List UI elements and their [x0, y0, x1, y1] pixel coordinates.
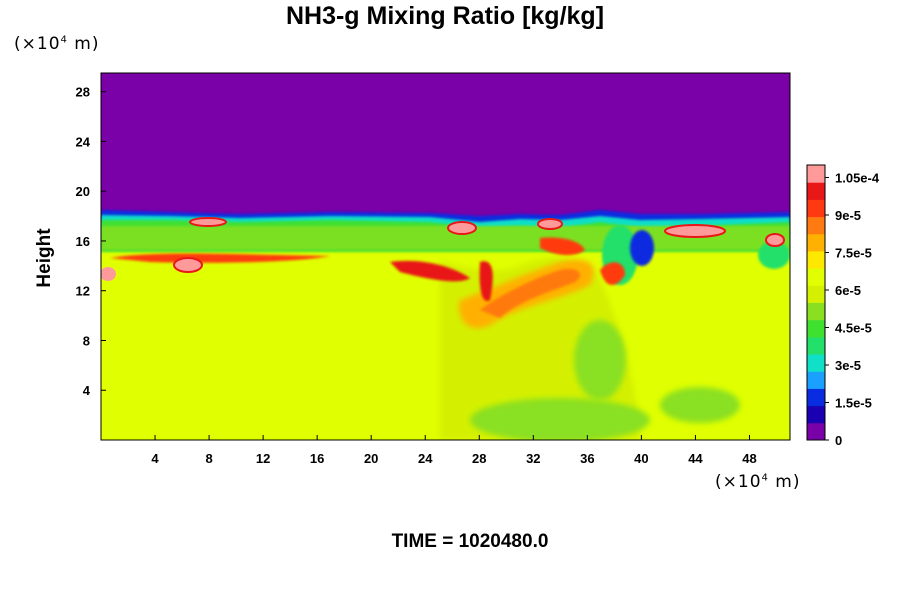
heatmap-field [101, 73, 790, 440]
x-tick-label: 20 [364, 451, 378, 466]
green-swirl-right [660, 387, 740, 423]
x-tick-label: 24 [418, 451, 433, 466]
colorbar-tick-label: 1.05e-4 [835, 171, 880, 186]
x-tick-label: 16 [310, 451, 324, 466]
green-swirl-center [574, 320, 626, 400]
y-tick-label: 8 [83, 333, 90, 348]
colorbar-swatch [807, 165, 825, 183]
colorbar-swatch [807, 233, 825, 252]
colorbar-swatch [807, 250, 825, 269]
colorbar-swatch [807, 285, 825, 303]
x-tick-label: 12 [256, 451, 270, 466]
y-axis-label: Height [34, 228, 55, 288]
y-axis: 4 8 12 16 20 24 28 [76, 85, 106, 398]
x-tick-label: 36 [580, 451, 594, 466]
x-tick-label: 28 [472, 451, 486, 466]
y-tick-label: 16 [76, 234, 90, 249]
pink-patch-upper-left [189, 217, 227, 227]
red-streak-left [110, 253, 330, 263]
orange-core [480, 269, 580, 318]
x-tick-label: 4 [151, 451, 159, 466]
chart-title: NH3-g Mixing Ratio [kg/kg] [285, 2, 605, 30]
red-patch-upper [540, 237, 585, 256]
pink-patch-center [447, 221, 477, 235]
colorbar-swatch [807, 405, 825, 424]
red-streak-vertical [479, 261, 493, 301]
colorbar: 0 1.5e-5 3e-5 4.5e-5 6e-5 7.5e-5 9e-5 1.05e-4 [806, 164, 880, 448]
colorbar-swatch [807, 388, 825, 407]
y-axis-unit: (×104 m) [14, 34, 100, 54]
x-tick-label: 32 [526, 451, 540, 466]
colorbar-tick-label: 1.5e-5 [835, 396, 872, 411]
time-label: TIME = 1020480.0 [391, 531, 549, 552]
pink-patch-right [664, 224, 726, 238]
colorbar-tick-label: 7.5e-5 [835, 246, 872, 261]
blue-eddy [630, 230, 654, 266]
colorbar-swatch [807, 216, 825, 235]
colorbar-swatch [807, 336, 825, 355]
colorbar-frame [806, 164, 826, 441]
x-tick-label: 44 [688, 451, 703, 466]
colorbar-swatch [807, 319, 825, 338]
upper-layer-region [101, 73, 790, 223]
pink-patch-mid-right [537, 218, 563, 230]
red-patch-right [600, 262, 625, 286]
y-tick-label: 28 [76, 85, 90, 100]
colorbar-tick-label: 6e-5 [835, 283, 861, 298]
x-tick-label: 40 [634, 451, 648, 466]
colorbar-swatch [807, 199, 825, 218]
pink-patch-far-right [765, 233, 785, 247]
colorbar-swatch [807, 302, 825, 321]
x-axis-unit: (×104 m) [715, 472, 801, 492]
red-streak-mid [390, 260, 470, 282]
colorbar-tick-label: 4.5e-5 [835, 321, 872, 336]
colorbar-tick-label: 3e-5 [835, 358, 861, 373]
colorbar-swatch [807, 182, 825, 200]
pink-patch-left [173, 257, 203, 273]
y-tick-label: 12 [76, 284, 90, 299]
plot-frame [100, 72, 791, 441]
colorbar-swatch [807, 268, 825, 286]
colorbar-swatch [807, 422, 825, 441]
x-tick-label: 8 [205, 451, 212, 466]
x-tick-label: 48 [742, 451, 756, 466]
y-tick-label: 20 [76, 184, 90, 199]
pink-patch-left-edge [101, 267, 116, 281]
y-tick-label: 4 [83, 383, 91, 398]
colorbar-swatch [807, 371, 825, 389]
colorbar-tick-label: 9e-5 [835, 208, 861, 223]
colorbar-tick-label: 0 [835, 433, 842, 448]
colorbar-swatch [807, 354, 825, 372]
x-axis: 4 8 12 16 20 24 28 32 36 40 44 48 [151, 435, 757, 466]
green-swirl-bottom [470, 398, 650, 440]
y-tick-label: 24 [76, 134, 91, 149]
right-edge-eddy [758, 241, 790, 269]
